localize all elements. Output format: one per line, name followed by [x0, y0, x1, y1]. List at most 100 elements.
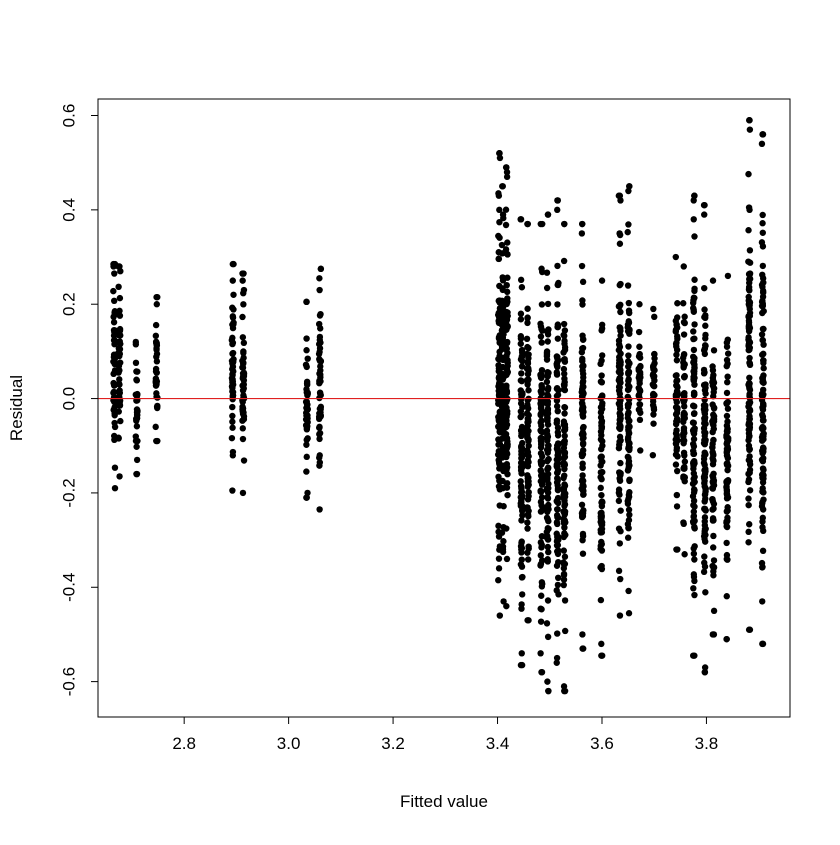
data-point — [710, 474, 717, 482]
data-point — [303, 347, 310, 354]
data-point — [500, 538, 507, 545]
data-point — [538, 268, 546, 276]
data-point — [560, 349, 567, 356]
data-point — [680, 300, 687, 307]
data-point — [560, 547, 567, 554]
data-point — [524, 511, 532, 518]
data-point — [554, 407, 561, 415]
data-point — [544, 597, 552, 604]
data-point — [701, 483, 708, 490]
data-point — [617, 459, 624, 467]
data-point — [650, 404, 658, 411]
data-point — [303, 298, 310, 306]
data-point — [690, 585, 697, 592]
data-point — [745, 626, 753, 633]
data-point — [680, 433, 687, 440]
data-point — [524, 549, 531, 556]
data-point — [702, 314, 709, 322]
data-point — [624, 282, 632, 289]
data-point — [616, 425, 624, 433]
data-point — [116, 402, 124, 409]
data-point — [598, 277, 606, 284]
data-point — [691, 577, 698, 585]
data-point — [538, 533, 546, 540]
data-point — [538, 301, 546, 308]
data-point — [230, 291, 237, 298]
data-point — [115, 435, 122, 442]
data-point — [495, 555, 503, 562]
data-point — [624, 228, 631, 236]
data-point — [560, 560, 568, 568]
data-point — [153, 345, 160, 352]
data-point — [617, 528, 624, 535]
y-tick-label: 0.0 — [59, 387, 78, 411]
data-point — [117, 359, 124, 366]
data-point — [525, 351, 532, 358]
data-point — [700, 347, 708, 354]
data-point — [537, 404, 545, 411]
data-point — [746, 458, 754, 465]
data-point — [724, 379, 731, 386]
data-point — [615, 444, 623, 452]
data-point — [759, 271, 766, 279]
data-point — [560, 455, 567, 462]
data-point — [616, 477, 624, 484]
data-point — [239, 489, 247, 497]
data-point — [673, 427, 680, 434]
data-point — [316, 389, 324, 396]
data-point — [545, 548, 552, 556]
data-point — [746, 420, 754, 428]
data-point — [759, 378, 766, 386]
data-point — [503, 282, 510, 289]
data-point — [519, 512, 526, 519]
data-point — [153, 437, 160, 445]
data-point — [745, 283, 753, 291]
data-point — [700, 455, 708, 463]
data-point — [239, 334, 247, 341]
data-point — [759, 547, 767, 554]
data-point — [680, 440, 687, 447]
data-point — [504, 288, 511, 296]
data-point — [673, 321, 680, 328]
data-point — [503, 466, 510, 473]
data-point — [617, 471, 624, 479]
data-point — [691, 321, 698, 328]
data-point — [229, 424, 236, 431]
data-point — [553, 463, 561, 471]
data-point — [616, 353, 623, 361]
data-point — [617, 412, 624, 419]
data-point — [543, 356, 551, 363]
data-point — [544, 471, 551, 478]
data-point — [538, 371, 545, 379]
data-point — [518, 443, 525, 450]
data-point — [616, 405, 624, 413]
data-point — [759, 131, 767, 138]
data-point — [553, 371, 561, 378]
data-point — [758, 396, 766, 404]
x-tick-label: 2.8 — [172, 734, 196, 753]
data-point — [624, 414, 632, 422]
data-point — [598, 652, 606, 659]
data-point — [624, 500, 632, 507]
data-point — [553, 417, 561, 424]
data-point — [759, 423, 766, 431]
data-point — [672, 326, 680, 334]
data-point — [616, 359, 623, 367]
data-point — [616, 324, 623, 331]
data-point — [598, 321, 606, 328]
data-point — [303, 389, 310, 396]
data-point — [626, 183, 633, 190]
data-point — [503, 555, 511, 563]
data-point — [524, 319, 531, 327]
data-point — [518, 430, 525, 437]
data-point — [495, 522, 502, 530]
data-point — [746, 354, 753, 362]
data-point — [690, 294, 698, 301]
data-point — [616, 612, 624, 619]
data-point — [518, 517, 525, 524]
data-point — [681, 361, 688, 368]
data-point — [709, 498, 717, 505]
data-point — [672, 436, 679, 443]
data-point — [560, 440, 568, 448]
y-tick-label: 0.4 — [59, 198, 78, 222]
